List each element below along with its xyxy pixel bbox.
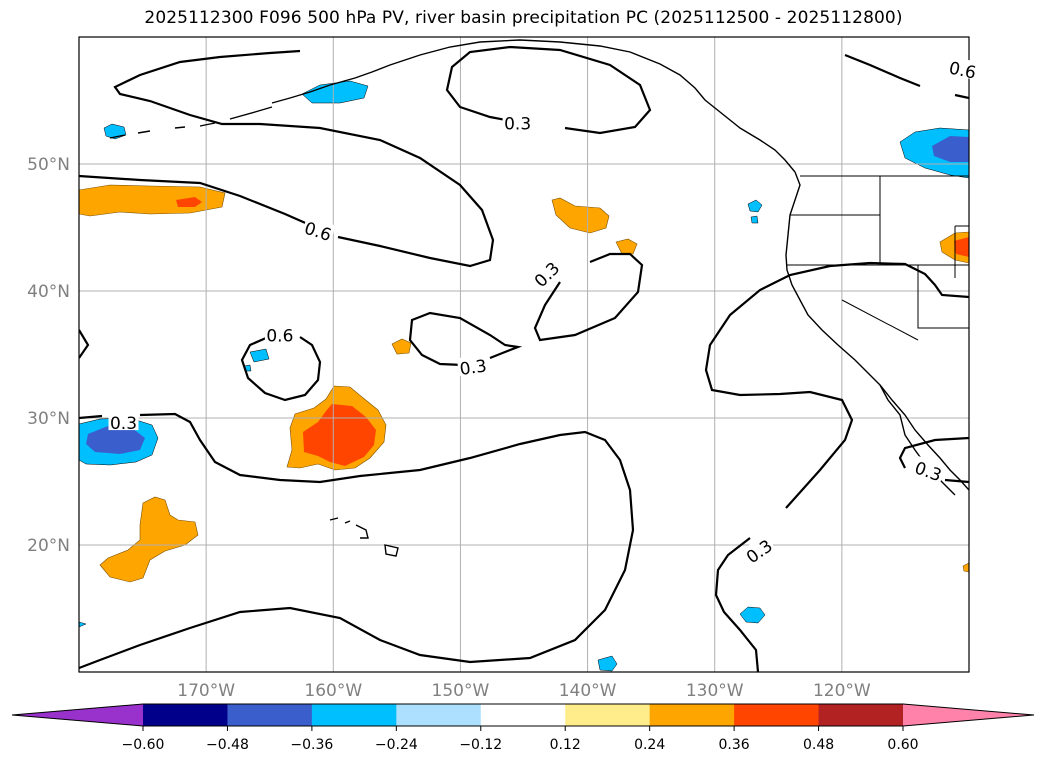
contour-label-background [301, 216, 336, 243]
colorbar-tick-label: −0.24 [375, 737, 418, 753]
pv-contour-line [79, 412, 635, 670]
colorbar-tick-label: 0.12 [550, 737, 581, 753]
pv-contour-line [408, 311, 523, 367]
colorbar-tick-label: −0.48 [206, 737, 249, 753]
pv-contour-line [79, 329, 90, 359]
precip-anomaly-strong-positive [176, 197, 202, 207]
contour-label-background [108, 412, 139, 431]
precip-anomaly-negative [301, 80, 369, 104]
colorbar-tick-label: 0.36 [719, 737, 750, 753]
contour-value-label: 0.6 [947, 58, 978, 83]
colorbar-segment [143, 704, 228, 726]
precip-anomaly-negative [249, 348, 270, 363]
contour-value-label: 0.3 [458, 356, 488, 380]
contour-value-label: 0.6 [266, 326, 293, 346]
precip-anomaly-positive [551, 197, 610, 234]
precip-anomaly-negative [597, 655, 618, 672]
colorbar-segment [565, 704, 651, 726]
map-frame [78, 36, 970, 673]
contour-label-background [911, 455, 947, 484]
colorbar-segment [311, 704, 397, 726]
colorbar: −0.60 −0.48 −0.36 −0.24 −0.12 0.12 0.24 0.36 0.4… [11, 703, 1035, 753]
latitude-labels: 50°N 40°N 30°N 20°N [27, 155, 70, 556]
longitude-label: 160°W [304, 681, 362, 701]
latitude-label: 20°N [27, 536, 70, 556]
colorbar-tick-label: 0.48 [803, 737, 834, 753]
colorbar-segment [227, 704, 313, 726]
colorbar-tick-label: 0.24 [634, 737, 665, 753]
colorbar-segment [480, 704, 566, 726]
precip-anomaly-positive [391, 338, 412, 355]
contour-label-background [502, 112, 533, 131]
colorbar-extend-low [12, 704, 143, 726]
longitude-label: 170°W [177, 681, 235, 701]
precip-anomaly-positive [99, 496, 199, 583]
longitude-label: 120°W [813, 681, 871, 701]
precip-anomaly-strong-negative [86, 426, 145, 454]
longitude-label: 140°W [559, 681, 617, 701]
pv-contour-line [445, 45, 652, 135]
latitude-label: 50°N [27, 155, 70, 175]
contour-value-label: 0.3 [743, 536, 777, 568]
longitude-label: 130°W [686, 681, 744, 701]
latitude-label: 40°N [27, 282, 70, 302]
precip-anomaly-negative [747, 199, 763, 213]
pv-contour-line [844, 53, 969, 100]
latitude-label: 30°N [27, 409, 70, 429]
pv-contour-line [79, 49, 495, 268]
contour-value-label: 0.3 [504, 114, 531, 134]
colorbar-tick-label: −0.36 [290, 737, 333, 753]
precip-anomaly-positive [962, 562, 969, 573]
precip-anomaly-positive [615, 238, 638, 255]
colorbar-tick-label: −0.60 [122, 737, 165, 753]
colorbar-tick-label: 0.60 [887, 737, 918, 753]
precip-anomaly-negative [739, 606, 766, 624]
contour-value-label: 0.3 [110, 414, 137, 434]
precip-anomaly-negative [79, 621, 87, 628]
coastline-baja [879, 384, 956, 496]
coastline-north-america [785, 171, 969, 491]
precip-shading-layer [79, 80, 969, 672]
hawaii-islands [329, 517, 399, 557]
coastline-alaska [271, 39, 796, 173]
graticule [79, 37, 969, 672]
pv-contour-line [240, 336, 322, 402]
contour-label-background [946, 56, 980, 80]
contour-label-background [740, 533, 776, 566]
pv-contour-line [533, 252, 644, 342]
precip-anomaly-strong-positive [303, 404, 376, 466]
longitude-labels: 170°W 160°W 150°W 140°W 130°W 120°W [177, 681, 871, 701]
state-borders [786, 175, 969, 341]
contour-label-background [264, 324, 295, 343]
precip-anomaly-strong-negative [932, 136, 969, 162]
coastline-aleutians [109, 106, 273, 139]
colorbar-segment [818, 704, 904, 726]
colorbar-segment [734, 704, 820, 726]
contour-label-layer: 0.30.60.60.30.60.30.30.30.3 [108, 56, 980, 568]
contour-value-label: 0.3 [531, 259, 564, 292]
colorbar-extend-high [903, 704, 1034, 726]
colorbar-segment [396, 704, 482, 726]
colorbar-segment [649, 704, 735, 726]
pv-contour-line [898, 436, 969, 484]
map-title: 2025112300 F096 500 hPa PV, river basin … [144, 8, 903, 28]
colorbar-tick-label: −0.12 [459, 737, 502, 753]
precip-anomaly-strong-positive [954, 237, 969, 257]
longitude-label: 150°W [432, 681, 490, 701]
contour-label-background [456, 354, 489, 377]
precip-anomaly-negative [750, 215, 759, 224]
precip-anomaly-positive [79, 184, 226, 217]
coastlines [109, 39, 969, 557]
contour-label-background [528, 256, 563, 291]
pv-contours [79, 45, 969, 672]
